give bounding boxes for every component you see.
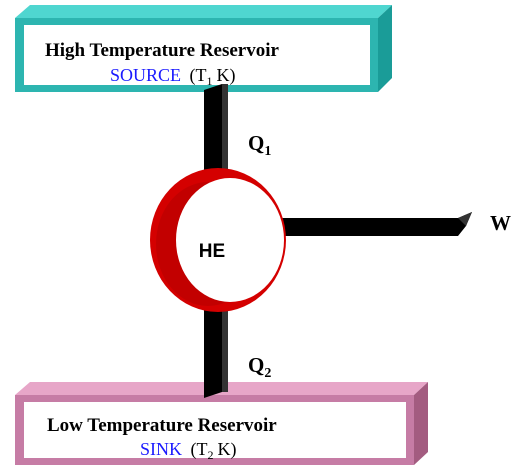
sink-unit: K)	[218, 439, 237, 460]
sink-label: SINK (T2 K)	[140, 439, 237, 462]
heat-in-arrow	[204, 84, 228, 186]
sink-temp: (T	[191, 439, 208, 460]
heat-out-sub: 2	[264, 366, 271, 381]
sink-sub: 2	[208, 448, 214, 462]
source-label: SOURCE (T1 K)	[110, 65, 236, 88]
source-sub: 1	[207, 74, 213, 88]
sink-title: Low Temperature Reservoir	[47, 415, 277, 436]
sink-reservoir	[15, 382, 428, 465]
source-title: High Temperature Reservoir	[45, 40, 280, 61]
heat-in-label: Q1	[248, 131, 271, 159]
heat-in-q: Q	[248, 131, 264, 155]
heat-out-arrow	[204, 296, 228, 398]
work-label: W	[490, 211, 511, 235]
heat-out-label: Q2	[248, 353, 271, 381]
heat-engine	[150, 168, 286, 312]
source-temp: (T	[190, 65, 207, 86]
heat-out-q: Q	[248, 353, 264, 377]
source-reservoir	[15, 5, 392, 92]
source-unit: K)	[217, 65, 236, 86]
heat-in-sub: 1	[264, 144, 271, 159]
sink-name: SINK	[140, 439, 182, 459]
source-name: SOURCE	[110, 65, 181, 85]
work-arrow	[278, 212, 472, 236]
engine-label: HE	[199, 241, 225, 262]
